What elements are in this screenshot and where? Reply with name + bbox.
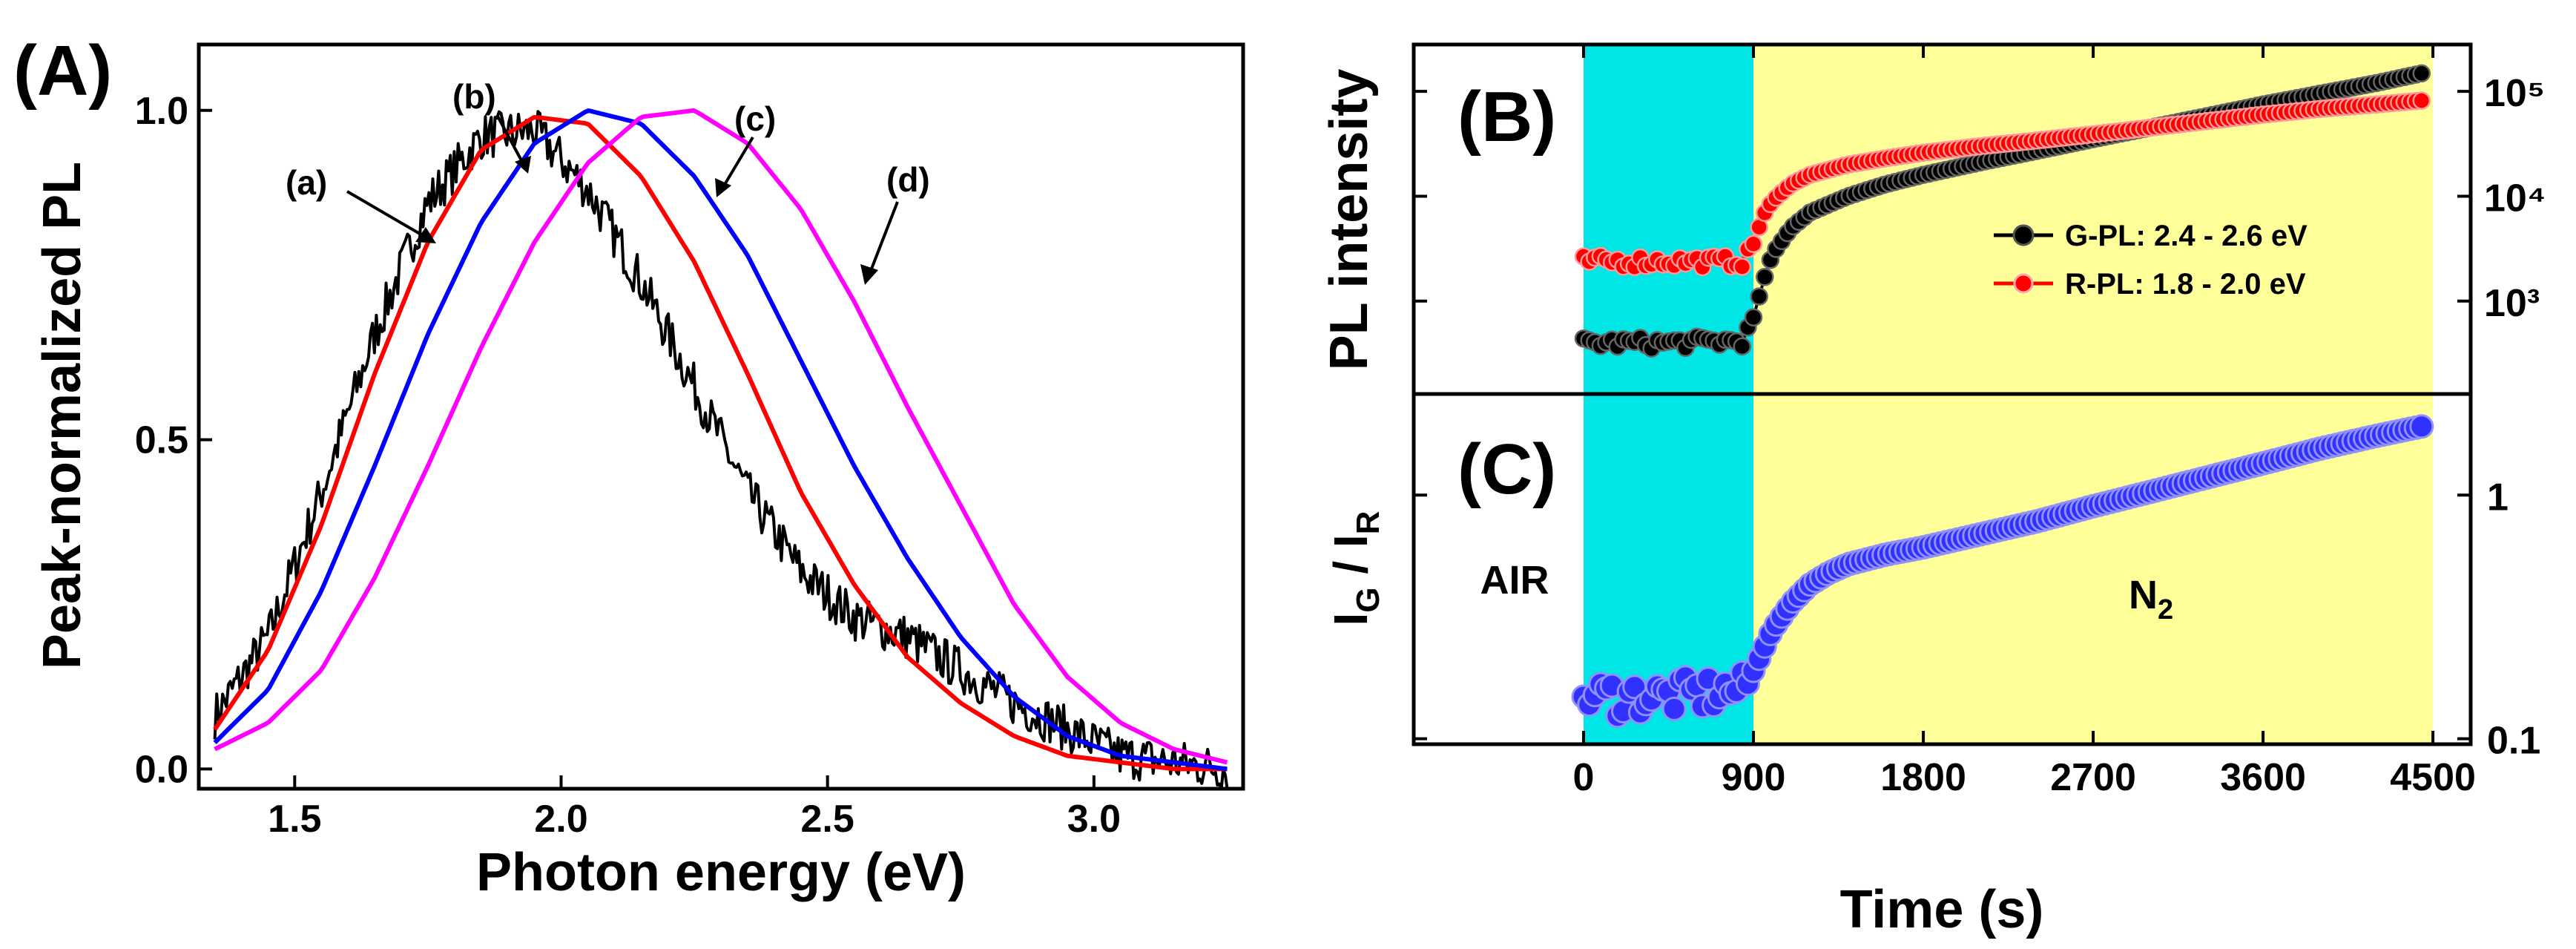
panel-c-ylabel: IG / IR <box>1324 511 1386 626</box>
curve-label-a: (a) <box>286 163 327 202</box>
region-label-n2-sub: 2 <box>2158 594 2173 625</box>
c-xtick-label: 4500 <box>2390 756 2476 799</box>
c-point <box>2409 414 2434 439</box>
b-point-g <box>1733 337 1752 356</box>
c-xtick-label: 1800 <box>1880 756 1966 799</box>
panel-a-ticks: 1.5 2.0 2.5 3.0 0.0 0.5 1.0 <box>135 90 1121 841</box>
panel-c-ylabel-sep: / I <box>1324 534 1377 587</box>
a-xtick-label: 1.5 <box>268 798 321 841</box>
panel-c-ylabel-sub2: R <box>1350 511 1386 535</box>
legend-label-r: R-PL: 1.8 - 2.0 eV <box>2065 268 2306 301</box>
c-xtick-label: 2700 <box>2050 756 2136 799</box>
curve-c <box>213 108 1228 772</box>
a-ytick-label: 0.0 <box>135 748 188 791</box>
b-point-r <box>1733 257 1752 276</box>
curve-label-d: (d) <box>886 160 930 199</box>
panel-a-ylabel: Peak-normalized PL <box>33 162 92 669</box>
panel-a-letter: (A) <box>13 31 112 111</box>
a-ytick-label: 0.5 <box>135 419 188 462</box>
a-xtick-label: 3.0 <box>1067 798 1121 841</box>
legend-marker-r <box>2013 273 2034 294</box>
arrow-d-head <box>860 264 878 285</box>
panel-c-xlabel: Time (s) <box>1840 880 2044 939</box>
curve-d <box>214 108 1228 765</box>
arrow-b-head <box>515 156 531 174</box>
curve-a <box>213 110 1229 791</box>
panel-a-curves <box>213 108 1229 791</box>
panel-c-ylabel-sub1: G <box>1350 587 1386 612</box>
legend-marker-g <box>2012 224 2035 246</box>
region-label-n2-main: N <box>2129 573 2158 617</box>
panel-c-points <box>1571 414 2434 729</box>
panel-c-ylabel-main: I <box>1324 613 1377 626</box>
b-point-g <box>2412 64 2431 83</box>
panel-bc: 0 900 1800 2700 3600 4500 10³ 10⁴ 10⁵ 1 0.1 (B) (C… <box>1320 42 2546 939</box>
arrow-a <box>346 190 430 240</box>
arrow-a-head <box>415 227 436 243</box>
a-xtick-label: 2.5 <box>801 798 854 841</box>
region-label-air: AIR <box>1480 558 1549 602</box>
a-ytick-label: 1.0 <box>135 90 188 133</box>
arrow-c-head <box>715 178 731 197</box>
b-point-g <box>1750 287 1768 306</box>
b-point-r <box>1744 234 1763 254</box>
panel-b-letter: (B) <box>1457 77 1556 157</box>
panel-c-letter: (C) <box>1457 430 1556 509</box>
b-point-g <box>1744 308 1763 326</box>
panel-b-legend: G-PL: 2.4 - 2.6 eV R-PL: 1.8 - 2.0 eV <box>1994 220 2307 301</box>
c-point <box>1661 696 1687 721</box>
b-ytick-label: 10⁵ <box>2484 72 2545 115</box>
curve-label-b: (b) <box>452 77 496 116</box>
legend-label-g: G-PL: 2.4 - 2.6 eV <box>2065 220 2307 252</box>
curve-b <box>213 115 1228 772</box>
a-xtick-label: 2.0 <box>534 798 587 841</box>
arrow-b <box>495 114 524 164</box>
arrow-d <box>868 201 899 275</box>
panel-a-frame <box>197 42 1245 791</box>
panel-a-xlabel: Photon energy (eV) <box>476 843 966 902</box>
c-xtick-label: 3600 <box>2220 756 2306 799</box>
c-ytick-label: 1 <box>2487 476 2509 519</box>
c-xtick-label: 0 <box>1573 756 1595 799</box>
panel-b-points <box>1574 64 2431 358</box>
b-ytick-label: 10³ <box>2484 282 2540 325</box>
arrow-c <box>722 136 754 188</box>
c-xtick-label: 900 <box>1722 756 1786 799</box>
panel-bc-ticks: 0 900 1800 2700 3600 4500 10³ 10⁴ 10⁵ 1 0.1 <box>1414 45 2546 799</box>
b-point-g <box>1756 268 1774 286</box>
b-ytick-label: 10⁴ <box>2484 177 2546 220</box>
region-label-n2: N2 <box>2129 573 2173 625</box>
curve-label-c: (c) <box>734 99 776 138</box>
c-ytick-label: 0.1 <box>2487 720 2540 763</box>
panel-a: (A) 1.5 2.0 2.5 3.0 0.0 0.5 1.0 Photon energy … <box>13 31 1245 902</box>
b-point-r <box>2412 91 2431 110</box>
panel-b-ylabel: PL intensity <box>1320 69 1379 371</box>
